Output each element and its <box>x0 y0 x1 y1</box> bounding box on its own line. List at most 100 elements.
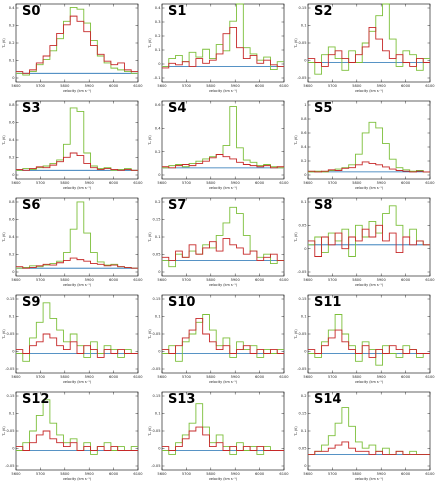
series-line-red <box>308 224 430 257</box>
spectrum-panel: 0.6 0.4 0.2 0 5600 5700 5800 5900 6000 6100 veloci… <box>146 97 292 194</box>
series-line-green <box>16 107 138 171</box>
x-tick-label: 5800 <box>60 278 70 282</box>
x-tick-label: 6000 <box>401 278 411 282</box>
x-tick-label: 5800 <box>60 472 70 476</box>
x-tick-label: 6000 <box>255 181 265 185</box>
x-tick-label: 5700 <box>182 181 192 185</box>
x-axis-label: velocity (km s⁻¹) <box>209 477 238 481</box>
y-tick-label: 0.05 <box>152 429 160 433</box>
x-tick-label: 5900 <box>377 278 387 282</box>
x-tick-label: 6100 <box>425 375 435 379</box>
x-tick-label: 5900 <box>377 181 387 185</box>
y-tick-label: 0.4 <box>9 138 15 142</box>
series-line-red <box>308 329 430 358</box>
series-line-green <box>162 403 284 455</box>
spectrum-panel: 0.15 0.1 0.05 0 -0.05 5600 5700 5800 5900 6000 610… <box>0 291 146 388</box>
x-axis-label: velocity (km s⁻¹) <box>209 186 238 190</box>
spectrum-plot: 0.15 0.1 0.05 0 -0.05 5600 5700 5800 5900 6000 610… <box>294 3 435 93</box>
x-tick-label: 5900 <box>231 375 241 379</box>
y-tick-label: 0 <box>12 270 15 274</box>
x-tick-label: 5800 <box>352 375 362 379</box>
y-axis-label: Tₐ (K) <box>2 329 6 340</box>
y-tick-label: 0.1 <box>9 315 15 319</box>
panel-title: S13 <box>168 392 196 407</box>
y-tick-label: 0.05 <box>298 332 306 336</box>
x-tick-label: 6100 <box>133 278 143 282</box>
plot-frame <box>307 197 431 277</box>
x-tick-label: 5900 <box>85 375 95 379</box>
x-tick-label: 5800 <box>206 375 216 379</box>
x-tick-label: 5700 <box>36 375 46 379</box>
y-tick-label: 0 <box>304 464 307 468</box>
x-tick-label: 5900 <box>377 375 387 379</box>
x-tick-label: 6000 <box>109 278 119 282</box>
x-tick-label: 6000 <box>109 375 119 379</box>
x-tick-label: 6100 <box>133 472 143 476</box>
series-line-red <box>16 152 138 171</box>
x-tick-label: 5700 <box>36 472 46 476</box>
x-tick-label: 6000 <box>401 181 411 185</box>
x-tick-label: 5700 <box>328 278 338 282</box>
x-tick-label: 6000 <box>255 472 265 476</box>
x-tick-label: 5800 <box>352 84 362 88</box>
x-tick-label: 6100 <box>279 472 289 476</box>
y-axis-label: Tₐ (K) <box>2 135 6 146</box>
y-tick-label: 0.1 <box>155 48 161 52</box>
x-tick-label: 5700 <box>328 84 338 88</box>
y-tick-label: 0.05 <box>6 429 14 433</box>
y-tick-label: 0.4 <box>155 6 161 10</box>
y-tick-label: 0.1 <box>9 412 15 416</box>
spectrum-panel: 1 0.8 0.6 0.4 0.2 0 5600 5700 5800 5900 6000 6100 ve… <box>292 97 438 194</box>
x-axis-label: velocity (km s⁻¹) <box>209 380 238 384</box>
spectrum-plot: 0.4 0.3 0.2 0.1 0 5600 5700 5800 5900 6000 6100 vel… <box>2 3 143 93</box>
spectrum-plot: 0.15 0.1 0.05 0 -0.05 5600 5700 5800 5900 6000 610… <box>2 294 143 384</box>
x-tick-label: 5600 <box>11 278 21 282</box>
y-tick-label: 0.2 <box>301 394 307 398</box>
y-tick-label: 0.1 <box>301 200 307 204</box>
spectrum-panel: 0.15 0.1 0.05 0 -0.05 5600 5700 5800 5900 6000 610… <box>146 388 292 485</box>
spectrum-plot: 1 0.8 0.6 0.4 0.2 0 5600 5700 5800 5900 6000 6100 ve… <box>294 100 435 190</box>
panel-title: S3 <box>22 101 41 116</box>
y-axis-label: Tₐ (K) <box>294 426 298 437</box>
y-tick-label: -0.05 <box>297 367 306 371</box>
x-tick-label: 5700 <box>328 181 338 185</box>
series-line-red <box>162 154 284 169</box>
series-line-red <box>162 317 284 354</box>
x-tick-label: 5600 <box>157 472 167 476</box>
y-tick-label: 0 <box>158 62 161 66</box>
y-tick-label: 0 <box>158 173 161 177</box>
plot-frame <box>161 3 285 83</box>
x-tick-label: 5800 <box>60 375 70 379</box>
x-tick-label: 5600 <box>11 181 21 185</box>
series-line-green <box>162 314 284 362</box>
x-tick-label: 5800 <box>60 84 70 88</box>
y-tick-label: 1 <box>304 103 306 107</box>
x-tick-label: 5700 <box>328 375 338 379</box>
x-tick-label: 5900 <box>85 278 95 282</box>
x-tick-label: 5600 <box>303 181 313 185</box>
series-line-red <box>16 333 138 358</box>
panel-title: S14 <box>314 392 342 407</box>
x-tick-label: 5600 <box>303 375 313 379</box>
y-tick-label: 0.2 <box>9 156 15 160</box>
panel-title: S4 <box>168 101 187 116</box>
x-tick-label: 5900 <box>85 84 95 88</box>
y-tick-label: 0 <box>12 76 15 80</box>
y-tick-label: 0.6 <box>9 121 15 125</box>
series-line-green <box>308 121 430 173</box>
x-axis-label: velocity (km s⁻¹) <box>63 380 92 384</box>
plot-frame <box>161 100 285 180</box>
spectrum-plot: 0.15 0.1 0.05 0 -0.05 5600 5700 5800 5900 6000 610… <box>148 294 289 384</box>
y-tick-label: -0.05 <box>5 464 14 468</box>
spectrum-plot: 0.15 0.1 0.05 0 -0.05 5600 5700 5800 5900 6000 610… <box>2 391 143 481</box>
series-line-red <box>16 15 138 74</box>
x-tick-label: 5600 <box>157 375 167 379</box>
x-tick-label: 5900 <box>231 278 241 282</box>
y-tick-label: -0.05 <box>5 367 14 371</box>
y-tick-label: 0 <box>304 350 307 354</box>
series-line-red <box>308 441 430 455</box>
y-tick-label: 0.15 <box>6 394 14 398</box>
y-tick-label: 0.2 <box>9 41 15 45</box>
series-line-red <box>308 161 430 173</box>
